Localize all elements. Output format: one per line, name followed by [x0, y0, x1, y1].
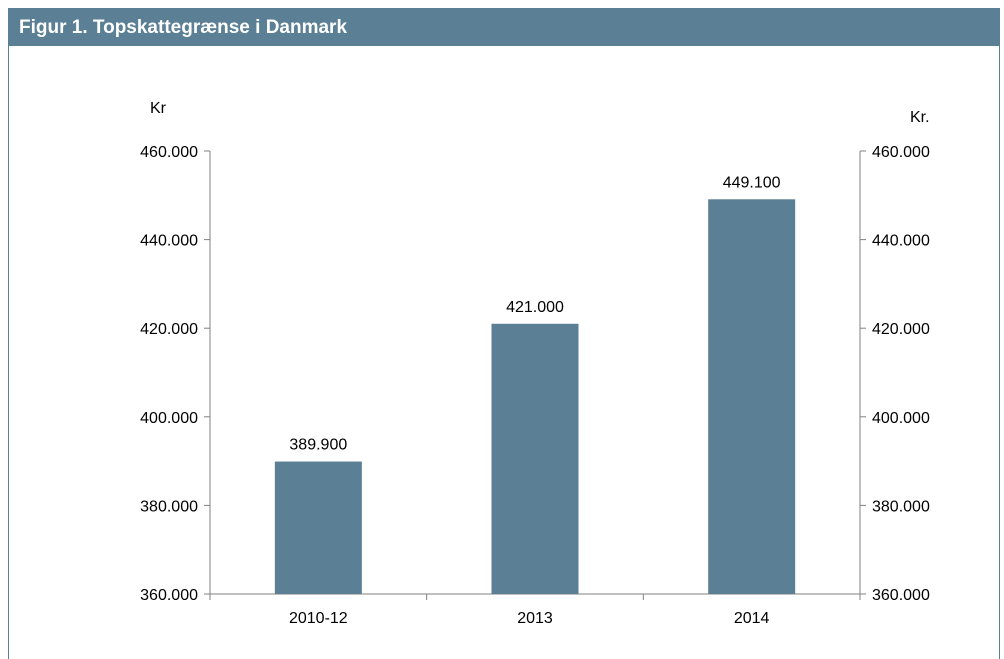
figure-frame: Figur 1. Topskattegrænse i Danmark: [8, 8, 1000, 659]
labels: 360.000 360.000 380.000 380.000 400.000 400.0…: [140, 100, 930, 627]
x-tick-label: 2010-12: [289, 610, 348, 627]
data-label: 389.900: [289, 437, 347, 454]
y-axis-unit-left: Kr: [150, 100, 167, 117]
x-tick-label: 2013: [517, 610, 553, 627]
y-tick-label-right: 400.000: [872, 410, 930, 427]
data-label: 449.100: [723, 174, 781, 191]
figure-title: Figur 1. Topskattegrænse i Danmark: [19, 17, 348, 38]
y-tick-label-left: 380.000: [140, 498, 198, 515]
data-label: 421.000: [506, 299, 564, 316]
title-bar: Figur 1. Topskattegrænse i Danmark: [9, 8, 999, 46]
bar: [491, 323, 579, 594]
bar: [274, 461, 362, 594]
y-tick-label-left: 360.000: [140, 587, 198, 604]
y-tick-label-right: 460.000: [872, 144, 930, 161]
x-tick-label: 2014: [734, 610, 770, 627]
y-tick-label-right: 420.000: [872, 321, 930, 338]
y-tick-label-left: 460.000: [140, 144, 198, 161]
y-tick-label-left: 400.000: [140, 410, 198, 427]
y-tick-label-right: 360.000: [872, 587, 930, 604]
y-tick-label-right: 380.000: [872, 498, 930, 515]
y-tick-label-right: 440.000: [872, 233, 930, 250]
bars: [274, 199, 796, 595]
y-axis-unit-right: Kr.: [910, 109, 930, 126]
y-tick-label-left: 440.000: [140, 233, 198, 250]
y-tick-label-left: 420.000: [140, 321, 198, 338]
bar: [708, 199, 796, 595]
